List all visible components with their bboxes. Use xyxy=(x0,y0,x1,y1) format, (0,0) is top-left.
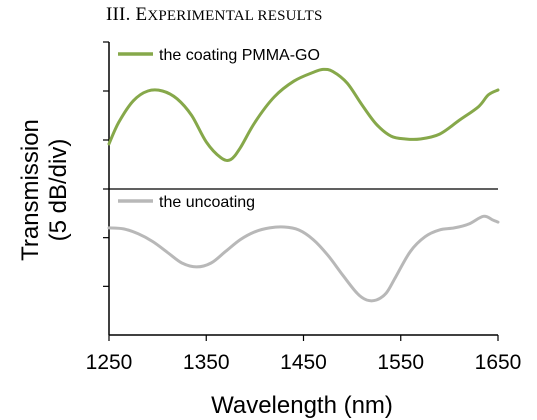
y-axis-label-line2: (5 dB/div) xyxy=(45,139,72,242)
ticks-layer: 1250 1350 1450 1550 1650 xyxy=(86,41,522,374)
legend-layer: the coating PMMA-GO the uncoating xyxy=(118,47,320,211)
plot-frame xyxy=(108,42,498,336)
y-axis-label-group: Transmission (5 dB/div) xyxy=(17,119,72,261)
y-axis-label-line1: Transmission xyxy=(17,119,44,261)
legend-label-top: the coating PMMA-GO xyxy=(159,47,320,64)
x-tick-label: 1250 xyxy=(86,351,133,374)
series-layer xyxy=(107,67,500,303)
x-tick-label: 1450 xyxy=(280,351,327,374)
section-numeral: III. xyxy=(106,4,131,25)
section-heading: III. EXPERIMENTAL RESULTS xyxy=(106,4,323,26)
section-title-initial: E xyxy=(135,4,148,25)
x-axis-label: Wavelength (nm) xyxy=(211,392,393,419)
section-title-rest: XPERIMENTAL RESULTS xyxy=(147,8,323,24)
series-line-top xyxy=(107,67,500,162)
series-line-bottom xyxy=(107,214,500,303)
legend-label-bottom: the uncoating xyxy=(159,194,255,211)
x-tick-label: 1550 xyxy=(377,351,424,374)
x-tick-label: 1350 xyxy=(183,351,230,374)
x-tick-label: 1650 xyxy=(475,351,522,374)
